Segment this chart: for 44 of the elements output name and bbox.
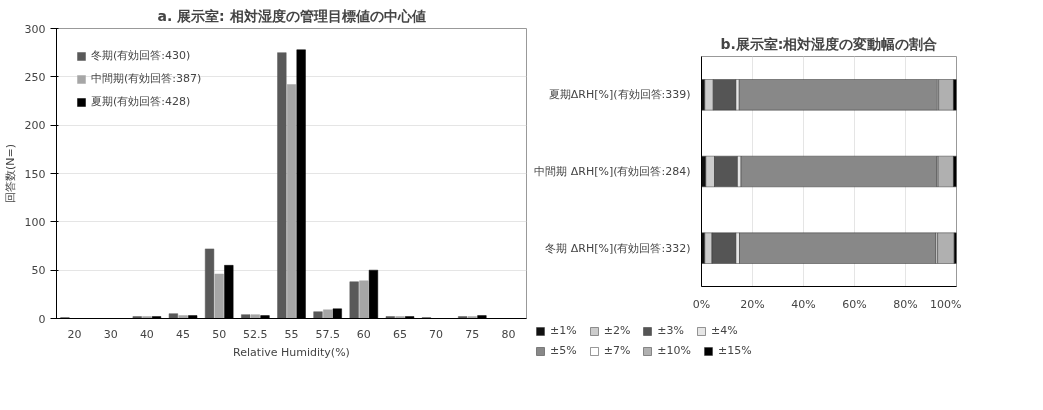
legend-label: ±1% — [550, 324, 577, 337]
y-tick-label: 200 — [24, 119, 46, 133]
legend-label: ±7% — [603, 344, 631, 357]
x-tick-label: 75 — [465, 327, 480, 341]
x-tick-label: 20% — [740, 297, 765, 311]
y-axis-title: 回答数(N=) — [3, 143, 17, 204]
x-tick-label: 52.5 — [243, 327, 268, 341]
chart-title: a. 展示室: 相対湿度の管理目標値の中心値 — [157, 7, 426, 24]
legend-label: 冬期(有効回答:430) — [91, 48, 191, 63]
x-tick-label: 40% — [791, 297, 816, 311]
legend-label: ±15% — [718, 344, 752, 357]
legend-label: ±5% — [550, 344, 577, 357]
x-tick-label: 30 — [103, 327, 118, 341]
y-tick-label: 100 — [24, 215, 46, 229]
x-tick-label: 40 — [139, 327, 154, 341]
x-tick-label: 20 — [67, 327, 82, 341]
y-tick-label: 250 — [24, 70, 46, 84]
x-axis-title: Relative Humidity(%) — [233, 345, 350, 359]
x-tick-label: 57.5 — [315, 327, 340, 341]
x-tick-label: 80 — [501, 327, 516, 341]
x-tick-label: 55 — [284, 327, 299, 341]
legend-label: ±2% — [603, 324, 631, 337]
x-tick-label: 80% — [893, 297, 918, 311]
y-tick-label: 0 — [38, 312, 46, 326]
x-tick-label: 100% — [930, 297, 962, 311]
y-tick-label: 中間期 ΔRH[%](有効回答:284) — [534, 165, 691, 178]
x-tick-label: 50 — [212, 327, 227, 341]
x-tick-label: 45 — [176, 327, 191, 341]
legend-label: 夏期(有効回答:428) — [91, 94, 191, 109]
legend-label: ±10% — [657, 344, 692, 357]
y-tick-label: 300 — [24, 22, 46, 36]
x-tick-label: 60 — [356, 327, 371, 341]
y-tick-label: 冬期 ΔRH[%](有効回答:332) — [545, 241, 691, 255]
legend-label: ±3% — [657, 324, 685, 337]
y-tick-label: 夏期ΔRH[%](有効回答:339) — [548, 88, 691, 102]
y-tick-label: 150 — [24, 167, 46, 181]
x-tick-label: 60% — [842, 297, 867, 311]
legend-label: 中間期(有効回答:387) — [91, 71, 202, 86]
x-tick-label: 70 — [429, 327, 444, 341]
chart-title: b.展示室:相対湿度の変動幅の割合 — [720, 35, 938, 52]
y-tick-label: 50 — [31, 264, 46, 278]
x-tick-label: 65 — [392, 327, 407, 341]
legend-label: ±4% — [711, 324, 738, 337]
x-tick-label: 0% — [692, 297, 711, 311]
